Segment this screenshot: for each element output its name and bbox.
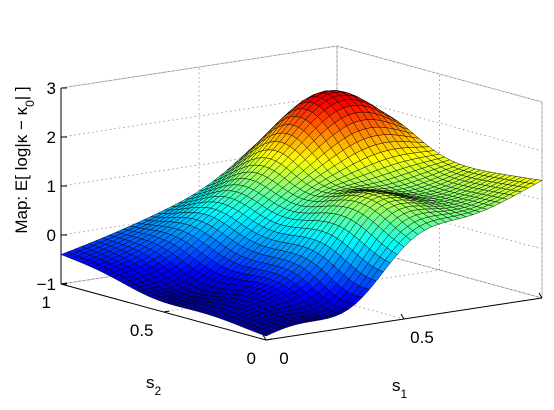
- z-axis-label-tail: | ]: [12, 86, 31, 100]
- s1-tick-mark-1: [400, 313, 405, 320]
- s2-tick-mark-2: [60, 282, 68, 285]
- box-edge-top-right: [336, 45, 543, 103]
- x-axis-label-subscript: 1: [401, 387, 408, 401]
- grid-z-back-2: [60, 143, 338, 187]
- z-tick-label-0: −1: [37, 275, 56, 294]
- s1-tick-label-1: 0.5: [410, 328, 434, 347]
- x-axis-label-main: s: [392, 376, 401, 395]
- s2-tick-label-1: 0.5: [130, 321, 154, 340]
- y-axis-label-subscript: 2: [155, 384, 162, 398]
- grid-z-back-4: [60, 45, 338, 89]
- s1-tick-mark-0: [262, 334, 267, 341]
- surface-facet: [260, 330, 274, 337]
- s2-tick-mark-0: [265, 338, 273, 341]
- s1-tick-label-0: 0: [279, 349, 288, 368]
- surface-mesh: [60, 90, 543, 337]
- z-tick-label-1: 0: [47, 226, 56, 245]
- z-tick-label-4: 3: [47, 79, 56, 98]
- s2-tick-label-2: 1: [42, 293, 51, 312]
- s2-tick-label-0: 0: [247, 349, 256, 368]
- grid-z-back-3: [60, 94, 338, 138]
- y-axis-label-main: s: [146, 373, 155, 392]
- z-axis-label: Map: E[ log|κ − κ0| ]: [12, 86, 37, 233]
- s1-tick-mark-2: [538, 292, 543, 299]
- x-axis-label: s1: [392, 376, 408, 401]
- y-axis-label: s2: [146, 373, 162, 398]
- z-tick-label-3: 2: [47, 128, 56, 147]
- z-axis-label-subscript: 0: [23, 100, 37, 107]
- z-tick-label-2: 1: [47, 177, 56, 196]
- s2-tick-mark-1: [163, 310, 170, 313]
- z-axis-label-main: Map: E[ log|κ − κ: [12, 106, 31, 233]
